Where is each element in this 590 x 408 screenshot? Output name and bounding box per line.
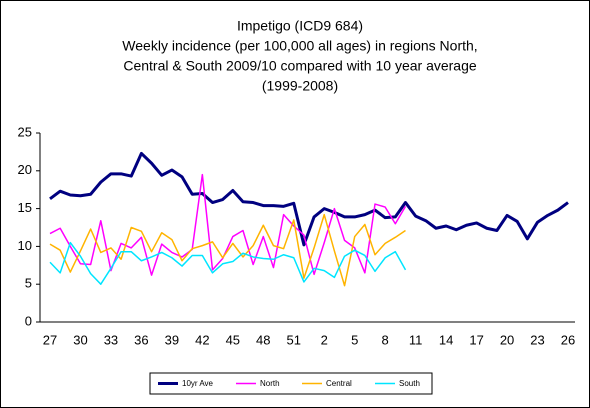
legend-box bbox=[149, 372, 433, 395]
y-tick-label: 5 bbox=[25, 276, 32, 291]
legend-label: Central bbox=[326, 379, 352, 388]
legend-label: 10yr Ave bbox=[182, 379, 214, 388]
x-tick-label: 2 bbox=[321, 332, 328, 347]
x-tick-label: 11 bbox=[409, 332, 423, 347]
x-tick-label: 17 bbox=[469, 332, 483, 347]
y-tick-label: 10 bbox=[18, 238, 32, 253]
x-tick-label: 20 bbox=[500, 332, 514, 347]
x-tick-label: 27 bbox=[43, 332, 57, 347]
x-tick-label: 42 bbox=[195, 332, 209, 347]
x-tick-label: 33 bbox=[104, 332, 118, 347]
x-tick-label: 5 bbox=[351, 332, 358, 347]
y-tick-label: 15 bbox=[18, 200, 32, 215]
x-tick-label: 51 bbox=[287, 332, 301, 347]
chart-title: Impetigo (ICD9 684) bbox=[237, 18, 363, 34]
x-tick-label: 8 bbox=[382, 332, 389, 347]
series-line bbox=[49, 173, 407, 276]
legend-label: South bbox=[399, 379, 420, 388]
x-tick-label: 23 bbox=[530, 332, 544, 347]
series-line bbox=[49, 241, 407, 285]
x-tick-label: 48 bbox=[256, 332, 270, 347]
x-tick-label: 26 bbox=[561, 332, 575, 347]
x-tick-label: 36 bbox=[134, 332, 148, 347]
legend-label: North bbox=[260, 379, 280, 388]
x-tick-label: 30 bbox=[73, 332, 87, 347]
series-line bbox=[49, 213, 406, 287]
chart-subtitle: (1999-2008) bbox=[262, 78, 338, 94]
y-tick-label: 25 bbox=[18, 124, 32, 139]
x-tick-label: 39 bbox=[165, 332, 179, 347]
x-tick-label: 45 bbox=[226, 332, 240, 347]
y-tick-label: 0 bbox=[25, 313, 32, 328]
x-tick-label: 14 bbox=[439, 332, 453, 347]
chart-subtitle: Weekly incidence (per 100,000 all ages) … bbox=[122, 38, 477, 54]
y-tick-label: 20 bbox=[18, 162, 32, 177]
series-line bbox=[49, 151, 569, 247]
chart-subtitle: Central & South 2009/10 compared with 10… bbox=[123, 58, 477, 74]
